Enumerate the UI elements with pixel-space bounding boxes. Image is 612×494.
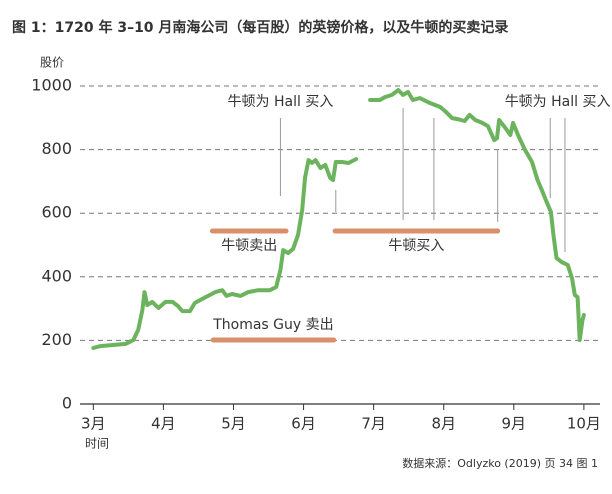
price-line	[91, 88, 586, 350]
chart-title: 图 1：1720 年 3–10 月南海公司（每百股）的英镑价格，以及牛顿的买卖记…	[12, 19, 508, 36]
x-tick-label: 7月	[361, 415, 386, 433]
note-label: 牛顿为 Hall 买入	[228, 94, 334, 110]
span-label: Thomas Guy 卖出	[212, 317, 333, 333]
x-tick-label: 8月	[431, 415, 456, 433]
y-tick-label: 400	[41, 266, 72, 285]
source-note: 数据来源：Odlyzko (2019) 页 34 图 1	[402, 456, 598, 470]
x-tick-label: 10月	[567, 415, 601, 433]
span-label: 牛顿买入	[388, 238, 444, 254]
x-tick-label: 4月	[151, 415, 176, 433]
x-tick-label: 3月	[81, 415, 106, 433]
y-tick-label: 1000	[31, 76, 72, 95]
y-tick-label: 800	[41, 139, 72, 158]
y-axis-label: 股价	[40, 56, 64, 70]
note-label: 牛顿为 Hall 买入	[505, 94, 611, 110]
x-axis-label: 时间	[85, 437, 109, 451]
y-tick-label: 0	[62, 394, 72, 413]
x-tick-label: 6月	[291, 415, 316, 433]
x-tick-label: 5月	[221, 415, 246, 433]
x-tick-label: 9月	[502, 415, 527, 433]
y-tick-label: 200	[41, 330, 72, 349]
y-tick-label: 600	[41, 203, 72, 222]
span-label: 牛顿卖出	[221, 238, 277, 254]
